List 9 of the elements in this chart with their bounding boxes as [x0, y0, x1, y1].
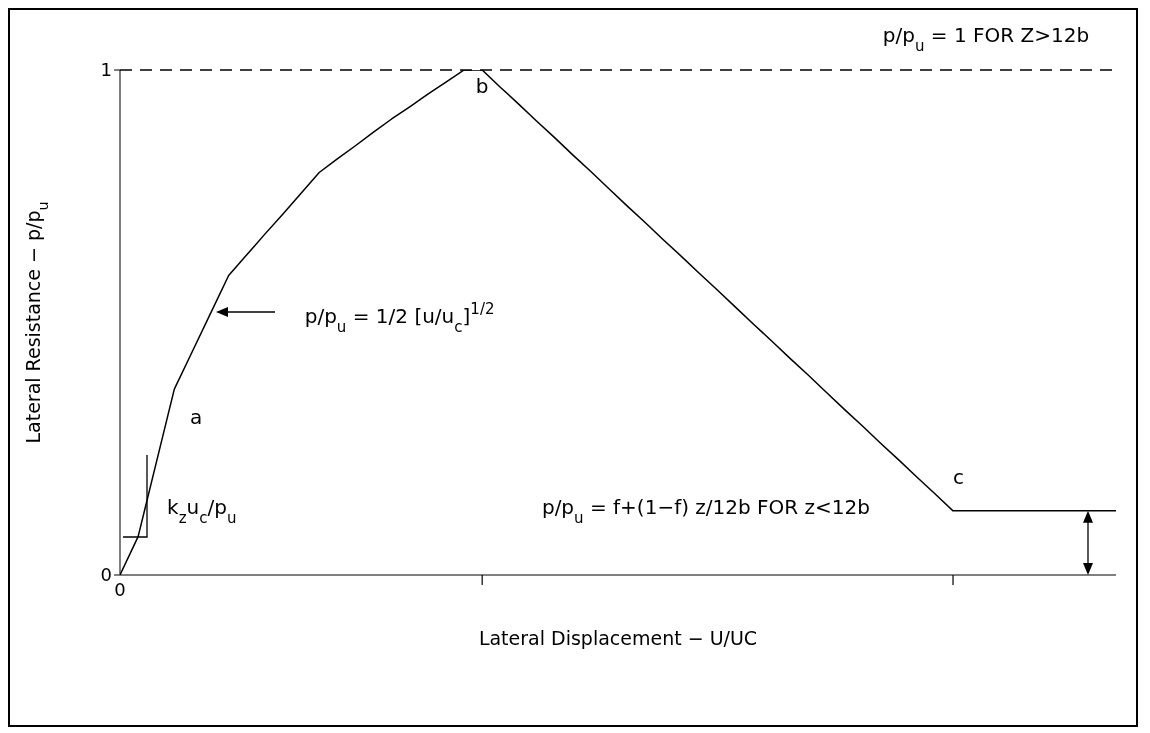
x-axis-title: Lateral Displacement − U/UC [478, 627, 758, 649]
y-tick-label: 1 [100, 59, 112, 81]
annotation: p/p$_{u}$ = 1/2 [u/u$_{c}$]$^{1/2}$ [304, 299, 495, 336]
ref-line-label: p/p$_{u}$ = 1 FOR Z>12b [882, 23, 1090, 55]
annotation: a [189, 404, 203, 429]
annotation: c [952, 465, 964, 490]
annotation: b [475, 73, 489, 98]
annotation: p/p$_{u}$ = f+(1−f) z/12b FOR z<12b [541, 495, 870, 528]
annotation: k$_{z}$u$_{c}$/p$_{u}$ [167, 495, 237, 528]
